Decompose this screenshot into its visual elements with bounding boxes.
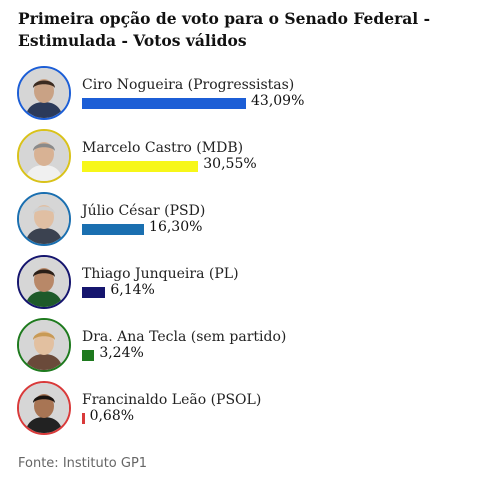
- bar-row: Thiago Junqueira (PL) 6,14%: [0, 255, 481, 315]
- person-icon: [19, 68, 69, 118]
- bar: [82, 413, 85, 424]
- bar: [82, 287, 106, 298]
- candidate-avatar: [17, 66, 71, 120]
- bar: [82, 224, 145, 235]
- bar-row: Júlio César (PSD) 16,30%: [0, 192, 481, 252]
- candidate-avatar: [17, 129, 71, 183]
- candidate-avatar: [17, 381, 71, 435]
- bar-row: Dra. Ana Tecla (sem partido) 3,24%: [0, 318, 481, 378]
- data-label: 43,09%: [251, 93, 305, 109]
- candidate-avatar: [17, 192, 71, 246]
- category-label: Thiago Junqueira (PL): [82, 266, 239, 282]
- category-label: Francinaldo Leão (PSOL): [82, 392, 262, 408]
- data-label: 16,30%: [149, 219, 203, 235]
- candidate-avatar: [17, 318, 71, 372]
- category-label: Dra. Ana Tecla (sem partido): [82, 329, 287, 345]
- category-label: Ciro Nogueira (Progressistas): [82, 77, 295, 93]
- chart-title: Primeira opção de voto para o Senado Fed…: [18, 9, 430, 50]
- person-icon: [19, 257, 69, 307]
- bar-row: Ciro Nogueira (Progressistas) 43,09%: [0, 66, 481, 126]
- person-icon: [19, 131, 69, 181]
- data-label: 30,55%: [203, 156, 257, 172]
- source-note: Fonte: Instituto GP1: [18, 456, 148, 471]
- person-icon: [19, 383, 69, 433]
- category-label: Júlio César (PSD): [82, 203, 206, 219]
- data-label: 3,24%: [99, 345, 144, 361]
- bar: [82, 98, 246, 109]
- candidate-avatar: [17, 255, 71, 309]
- bar-row: Marcelo Castro (MDB) 30,55%: [0, 129, 481, 189]
- data-label: 6,14%: [110, 282, 155, 298]
- bar: [82, 350, 95, 361]
- data-label: 0,68%: [89, 408, 135, 424]
- person-icon: [19, 194, 69, 244]
- bar-row: Francinaldo Leão (PSOL) 0,68%: [0, 381, 481, 441]
- person-icon: [19, 320, 69, 370]
- category-label: Marcelo Castro (MDB): [82, 140, 244, 156]
- bar: [82, 161, 199, 172]
